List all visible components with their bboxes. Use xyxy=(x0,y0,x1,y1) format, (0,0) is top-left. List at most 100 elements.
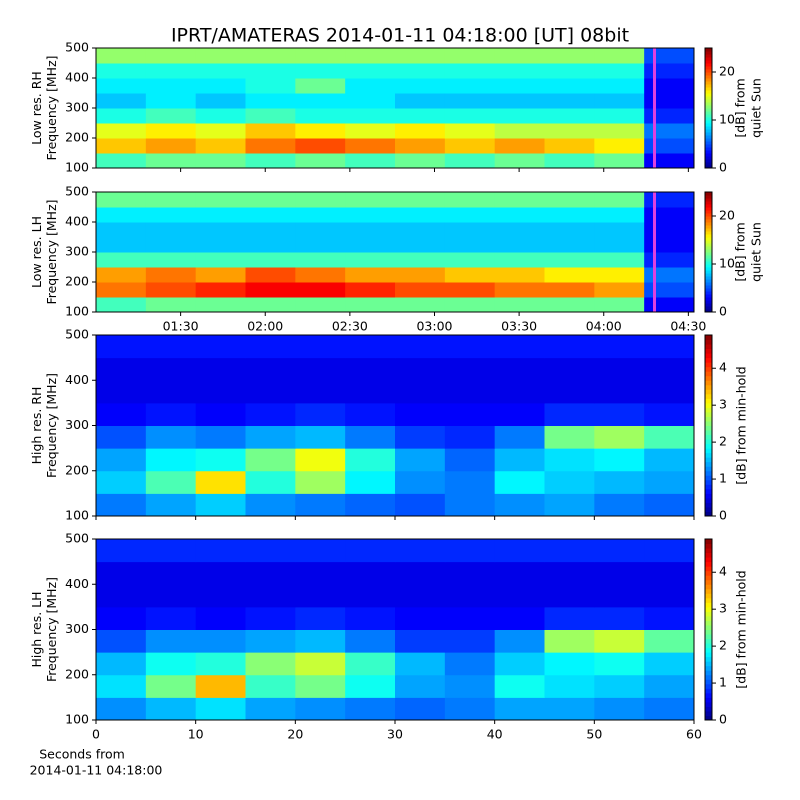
x-tick-label: 01:30 xyxy=(163,319,199,334)
y-axis-label: Frequency [MHz] xyxy=(44,373,59,478)
y-tick-label: 100 xyxy=(65,508,89,523)
heatmap-cell xyxy=(644,629,695,653)
colorbar-step xyxy=(705,543,712,549)
y-tick-label: 100 xyxy=(65,160,89,175)
heatmap-cell xyxy=(594,584,645,608)
colorbar-step xyxy=(705,443,712,449)
colorbar-tick-label: 3 xyxy=(719,601,727,616)
colorbar-tick-label: 1 xyxy=(719,675,727,690)
heatmap-cell xyxy=(494,297,545,313)
heatmap-cell xyxy=(644,402,695,426)
heatmap-cell xyxy=(644,297,695,313)
heatmap-cell xyxy=(145,448,197,472)
heatmap-cell xyxy=(345,629,396,653)
heatmap-cell xyxy=(444,108,496,124)
heatmap-cell xyxy=(395,222,446,238)
heatmap-cell xyxy=(345,335,396,359)
heatmap-cell xyxy=(494,252,545,268)
heatmap-cell xyxy=(345,48,396,64)
heatmap-cell xyxy=(195,697,246,721)
colorbar-tick-label: 0 xyxy=(719,304,727,319)
heatmap-cell xyxy=(444,652,496,676)
heatmap-cell xyxy=(395,282,446,298)
heatmap-cell xyxy=(644,697,695,721)
heatmap-cell xyxy=(494,448,545,472)
heatmap-cell xyxy=(345,448,396,472)
colorbar-step xyxy=(705,715,712,721)
colorbar-step xyxy=(705,597,712,603)
colorbar-step xyxy=(705,479,712,485)
colorbar-step xyxy=(705,375,712,381)
colorbar-step xyxy=(705,264,712,268)
x-tick-label: 30 xyxy=(387,727,403,742)
colorbar-step xyxy=(705,384,712,390)
heatmap-cell xyxy=(444,357,496,381)
heatmap-cell xyxy=(444,493,496,517)
heatmap-cell xyxy=(345,380,396,404)
colorbar-step xyxy=(705,225,712,229)
colorbar-step xyxy=(705,162,712,166)
heatmap-cell xyxy=(145,697,197,721)
colorbar-step xyxy=(705,297,712,301)
heatmap-cell xyxy=(195,93,246,109)
colorbar-step xyxy=(705,267,712,271)
x-tick-label: 0 xyxy=(92,727,100,742)
heatmap-cell xyxy=(444,207,496,223)
heatmap-cell xyxy=(395,425,446,449)
colorbar-step xyxy=(705,344,712,350)
heatmap-cell xyxy=(195,606,246,630)
colorbar-step xyxy=(705,688,712,694)
colorbar-step xyxy=(705,353,712,359)
heatmap-cell xyxy=(345,252,396,268)
colorbar-step xyxy=(705,656,712,662)
heatmap-cell xyxy=(444,63,496,79)
heatmap-cell xyxy=(96,674,147,698)
heatmap-cell xyxy=(494,48,545,64)
colorbar-step xyxy=(705,593,712,599)
heatmap-cell xyxy=(644,93,695,109)
heatmap-cell xyxy=(644,425,695,449)
colorbar-step xyxy=(705,300,712,304)
colorbar-step xyxy=(705,692,712,698)
heatmap-cell xyxy=(96,138,147,154)
colorbar-step xyxy=(705,120,712,124)
heatmap-cell xyxy=(644,584,695,608)
colorbar-step xyxy=(705,294,712,298)
heatmap-cell xyxy=(544,448,595,472)
heatmap-cell xyxy=(96,252,147,268)
colorbar-step xyxy=(705,63,712,67)
x-tick-label: 04:00 xyxy=(586,319,622,334)
heatmap-cell xyxy=(195,584,246,608)
heatmap-cell xyxy=(395,697,446,721)
heatmap-cell xyxy=(96,297,147,313)
heatmap-cell xyxy=(644,652,695,676)
heatmap-cell xyxy=(644,63,695,79)
heatmap-cell xyxy=(145,192,197,208)
heatmap-cell xyxy=(644,192,695,208)
heatmap-cell xyxy=(494,93,545,109)
heatmap-cell xyxy=(494,63,545,79)
heatmap-cell xyxy=(644,539,695,563)
colorbar-step xyxy=(705,282,712,286)
heatmap-cell xyxy=(594,493,645,517)
colorbar-tick-label: 0 xyxy=(719,508,727,523)
colorbar-step xyxy=(705,90,712,94)
colorbar-tick-label: 1 xyxy=(719,471,727,486)
colorbar-step xyxy=(705,647,712,653)
heatmap-cell xyxy=(295,539,346,563)
colorbar-step xyxy=(705,234,712,238)
heatmap-cell xyxy=(295,652,346,676)
heatmap-cell xyxy=(395,335,446,359)
colorbar-step xyxy=(705,701,712,707)
heatmap-cell xyxy=(395,252,446,268)
heatmap-cell xyxy=(594,402,645,426)
heatmap-cell xyxy=(195,380,246,404)
heatmap-cell xyxy=(544,297,595,313)
heatmap-cell xyxy=(395,63,446,79)
colorbar-step xyxy=(705,111,712,115)
heatmap-cell xyxy=(345,63,396,79)
colorbar-tick-label: 2 xyxy=(719,434,727,449)
y-axis-label: Frequency [MHz] xyxy=(44,577,59,682)
heatmap-cell xyxy=(544,606,595,630)
heatmap-cell xyxy=(96,470,147,494)
